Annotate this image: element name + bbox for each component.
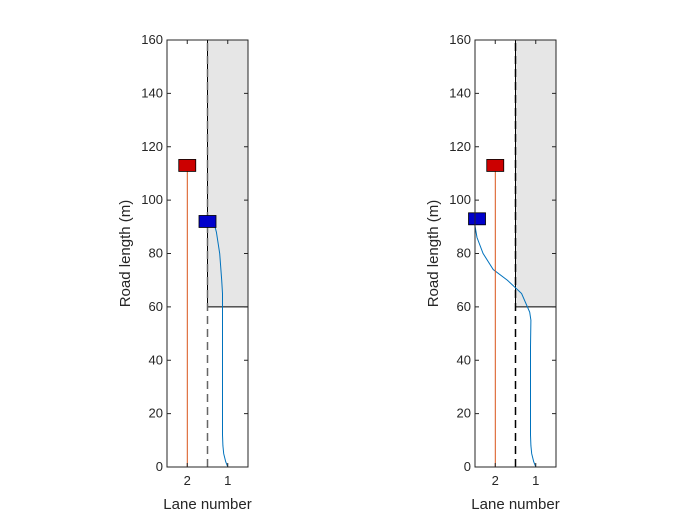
- y-tick-label: 120: [449, 139, 471, 154]
- x-tick-label: 2: [492, 473, 499, 488]
- y-tick-label: 160: [449, 32, 471, 47]
- y-axis-label: Road length (m): [425, 200, 442, 308]
- y-tick-label: 0: [156, 459, 163, 474]
- chart-2: 0 20 40 60 80 100 120 140 160 2 1 Lane number Road l…: [425, 32, 560, 513]
- obstacle: [515, 39, 557, 308]
- y-tick-label: 80: [457, 246, 471, 261]
- y-tick-label: 60: [149, 299, 163, 314]
- y-tick-label: 140: [449, 85, 471, 100]
- y-tick-label: 40: [457, 352, 471, 367]
- y-tick-label: 20: [149, 406, 163, 421]
- vehicle-marker-2: [468, 212, 486, 226]
- x-tick-label: 1: [224, 473, 231, 488]
- y-tick-label: 40: [149, 352, 163, 367]
- y-tick-label: 100: [141, 192, 163, 207]
- y-tick-label: 80: [149, 246, 163, 261]
- x-tick-label: 2: [184, 473, 191, 488]
- vehicle-marker-2: [198, 215, 217, 228]
- y-tick-label: 160: [141, 32, 163, 47]
- y-axis-label: Road length (m): [117, 200, 134, 308]
- series-line-1: [473, 221, 537, 468]
- x-axis-label: Lane number: [163, 496, 251, 513]
- y-tick-label: 0: [464, 459, 471, 474]
- vehicle-marker-1: [486, 159, 505, 172]
- obstacle: [207, 39, 249, 308]
- x-axis-label: Lane number: [471, 496, 559, 513]
- y-tick-label: 100: [449, 192, 471, 207]
- y-tick-label: 60: [457, 299, 471, 314]
- y-tick-label: 20: [457, 406, 471, 421]
- y-tick-label: 120: [141, 139, 163, 154]
- y-tick-label: 140: [141, 85, 163, 100]
- series-line-1: [213, 221, 229, 468]
- chart-1: 0 20 40 60 80 100 120 140 160 2 1 Lane number Road l…: [117, 32, 252, 513]
- x-tick-label: 1: [532, 473, 539, 488]
- vehicle-marker-1: [178, 159, 197, 172]
